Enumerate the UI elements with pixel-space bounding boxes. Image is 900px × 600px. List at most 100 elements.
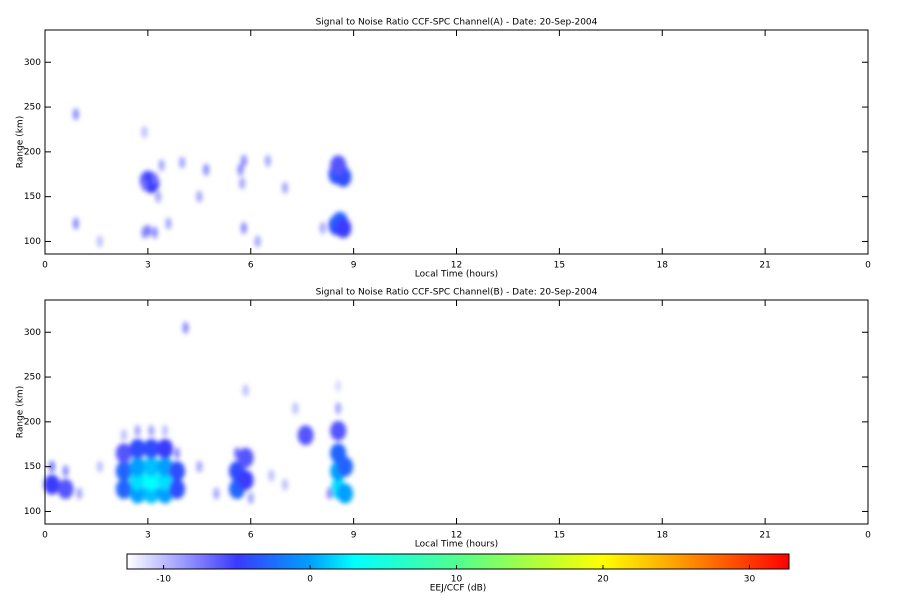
cell [157, 438, 174, 459]
cell [240, 222, 247, 235]
cells [72, 108, 352, 248]
x-tick-label: 15 [554, 531, 565, 541]
x-tick-label: 12 [451, 261, 462, 271]
x-axis-label: Local Time (hours) [415, 540, 498, 550]
y-axis-label: Range (km) [16, 116, 26, 168]
x-tick-label: 21 [759, 261, 770, 271]
cell [319, 222, 326, 235]
y-tick-label: 300 [24, 58, 41, 68]
colorbar-tick-label: -10 [156, 575, 171, 585]
cell [141, 126, 148, 139]
cell [254, 235, 261, 248]
cell [240, 154, 247, 167]
x-tick-label: 18 [657, 261, 669, 271]
x-tick-label: 15 [554, 261, 565, 271]
cell [247, 492, 254, 505]
x-tick-label: 18 [657, 531, 669, 541]
cells [43, 321, 354, 505]
cell [157, 456, 174, 477]
x-tick-label: 3 [145, 531, 151, 541]
cell [57, 479, 74, 500]
y-tick-label: 100 [24, 507, 41, 517]
x-tick-label: 0 [865, 261, 871, 271]
cell [237, 447, 254, 468]
cell [158, 159, 165, 172]
cell [179, 156, 186, 169]
cell [141, 179, 148, 192]
cell [143, 438, 160, 459]
cell [129, 438, 146, 459]
x-tick-label: 0 [865, 531, 871, 541]
cell [115, 479, 132, 500]
cell [155, 190, 162, 203]
colorbar-label: EEJ/CCF (dB) [430, 584, 487, 594]
cell [151, 172, 158, 185]
colorbar-tick-label: 30 [744, 575, 756, 585]
y-tick-label: 200 [24, 417, 41, 427]
cell [129, 456, 146, 477]
cell [203, 163, 210, 176]
cell [297, 425, 314, 446]
cell [335, 380, 342, 393]
y-tick-label: 250 [24, 103, 41, 113]
cell [48, 460, 55, 473]
cell [62, 465, 69, 478]
cell [169, 479, 186, 500]
y-tick-label: 300 [24, 328, 41, 338]
x-tick-label: 6 [248, 531, 254, 541]
y-tick-label: 150 [24, 462, 41, 472]
cell [264, 154, 271, 167]
x-tick-label: 12 [451, 531, 462, 541]
cell [76, 487, 83, 500]
cell [115, 443, 132, 464]
cell [72, 217, 79, 230]
cell [115, 461, 132, 482]
cell [182, 321, 189, 334]
cell [196, 460, 203, 473]
y-tick-label: 250 [24, 373, 41, 383]
cell [282, 181, 289, 194]
x-tick-label: 3 [145, 261, 151, 271]
cell [120, 429, 127, 442]
cell [239, 177, 246, 190]
cell [196, 190, 203, 203]
cell [242, 384, 249, 397]
cell [165, 217, 172, 230]
x-axis-label: Local Time (hours) [415, 270, 498, 280]
x-tick-label: 0 [42, 531, 48, 541]
cell [292, 402, 299, 415]
colorbar-tick-label: 0 [307, 575, 313, 585]
colorbar [126, 553, 790, 570]
cell [330, 420, 347, 441]
cell [162, 424, 169, 437]
cell [174, 447, 181, 460]
chart-title: Signal to Noise Ratio CCF-SPC Channel(B)… [316, 288, 598, 298]
x-tick-label: 9 [351, 261, 357, 271]
cell [330, 155, 347, 176]
cell [326, 487, 333, 500]
cell [237, 163, 244, 176]
cell [143, 456, 160, 477]
cell [282, 478, 289, 491]
y-tick-label: 100 [24, 237, 41, 247]
cell [151, 226, 158, 239]
y-axis-label: Range (km) [16, 386, 26, 438]
x-tick-label: 21 [759, 531, 770, 541]
cell [72, 108, 79, 121]
y-tick-label: 150 [24, 192, 41, 202]
cell [96, 460, 103, 473]
cell [43, 474, 60, 495]
cell [337, 456, 354, 477]
cell [268, 469, 275, 482]
cell [335, 218, 352, 239]
cell [213, 487, 220, 500]
colorbar-tick-label: 10 [451, 575, 463, 585]
cell [148, 424, 155, 437]
x-tick-label: 6 [248, 261, 254, 271]
colorbar-tick-label: 20 [597, 575, 609, 585]
cell [237, 470, 254, 491]
cell [169, 461, 186, 482]
x-tick-label: 9 [351, 531, 357, 541]
cell [335, 402, 342, 415]
y-tick-label: 200 [24, 147, 41, 157]
